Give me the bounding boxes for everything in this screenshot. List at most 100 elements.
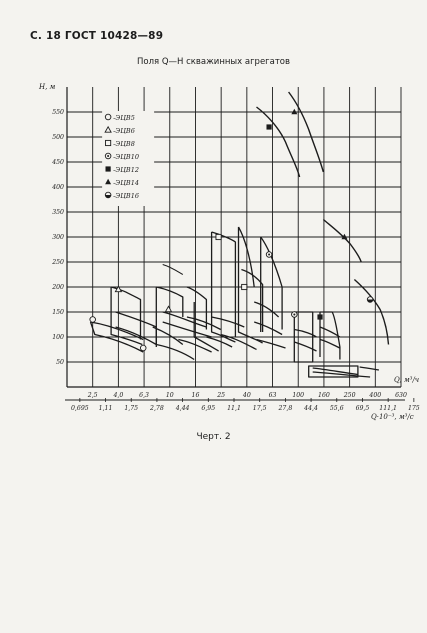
- field-curve: [90, 321, 144, 341]
- steep-curve: [353, 278, 390, 345]
- x-tick-label-top: 16: [192, 392, 200, 399]
- point-ЭЦВ6: [164, 305, 173, 313]
- y-tick-label: 150: [52, 309, 64, 316]
- point-ЭЦВ6: [114, 285, 123, 293]
- x-tick-label-top: 63: [269, 392, 277, 399]
- x-axis-label-secondary: Q·10⁻³, м³/с: [371, 413, 414, 421]
- x-tick-label-top: 100: [292, 392, 304, 399]
- steep-curve: [322, 218, 362, 263]
- y-tick-label: 200: [51, 284, 64, 291]
- x-tick-label-bottom: 1,11: [99, 405, 113, 412]
- y-tick-label: 350: [52, 209, 64, 216]
- x-tick-label-bottom: 44,4: [303, 405, 318, 412]
- field-outline: [320, 311, 341, 360]
- x-tick-label-top: 40: [242, 392, 251, 399]
- field-outline: [260, 236, 283, 330]
- field-curve: [294, 341, 317, 352]
- legend-entry: -ЭЦВ8: [113, 140, 135, 148]
- legend-marker: [105, 139, 112, 147]
- field-outline: [308, 365, 359, 378]
- field-curve: [115, 326, 157, 346]
- point-ЭЦВ16-half: [367, 299, 373, 303]
- field-curve-dashed: [162, 263, 184, 275]
- field-outline: [110, 286, 142, 340]
- page-header: С. 18 ГОСТ 10428—89: [30, 30, 164, 42]
- legend-entry: -ЭЦВ14: [113, 179, 139, 187]
- legend-marker-dot: [107, 155, 110, 157]
- x-tick-label-bottom: 6,95: [201, 405, 215, 412]
- field-curve: [89, 321, 144, 353]
- field-curve: [254, 321, 283, 336]
- field-outline: [210, 232, 236, 343]
- field-outline: [237, 226, 255, 288]
- field-curve: [186, 316, 222, 331]
- steep-curve: [256, 106, 301, 178]
- y-tick-label: 300: [52, 234, 64, 241]
- field-curve: [319, 338, 341, 349]
- x-tick-label-bottom: 69,5: [356, 405, 370, 412]
- field-curve: [152, 326, 184, 346]
- legend-marker: [104, 113, 112, 121]
- y-tick-label: 100: [52, 334, 64, 341]
- field-curve: [312, 371, 371, 378]
- field-outline: [156, 286, 184, 317]
- y-tick-label: 400: [51, 184, 64, 191]
- field-outline: [211, 231, 237, 337]
- x-tick-label-bottom: 0,695: [71, 405, 89, 412]
- point-ЭЦВ10-dot: [293, 313, 296, 316]
- y-tick-label: 500: [52, 134, 64, 141]
- point-ЭЦВ10-dot: [268, 253, 271, 256]
- point-ЭЦВ8: [215, 233, 222, 241]
- field-curve: [162, 321, 212, 338]
- field-curve: [254, 301, 280, 318]
- field-curve: [312, 367, 358, 376]
- x-tick-label-top: 10: [166, 392, 174, 399]
- point-ЭЦВ14: [341, 233, 348, 240]
- field-outline: [155, 287, 195, 361]
- x-tick-label-bottom: 1,75: [124, 405, 138, 412]
- field-outline: [293, 311, 314, 363]
- x-tick-label-bottom: 27,8: [277, 405, 292, 412]
- x-tick-label-bottom: 11,1: [227, 405, 241, 412]
- legend-marker: [104, 125, 112, 133]
- x-tick-label-bottom: 111,1: [379, 405, 397, 412]
- y-axis-label: H, м: [38, 83, 56, 91]
- x-tick-label-top: 630: [395, 392, 407, 399]
- field-curve: [178, 338, 212, 353]
- x-tick-label-top: 6,3: [139, 392, 149, 399]
- field-outline: [193, 302, 219, 352]
- steep-curve: [288, 91, 324, 173]
- field-curve: [211, 316, 245, 328]
- chart-title: Поля Q—H скважинных агрегатов: [136, 57, 291, 67]
- x-tick-label-top: 25: [216, 392, 225, 399]
- figure-caption: Черт. 2: [196, 432, 231, 442]
- field-outline: [186, 286, 208, 330]
- point-ЭЦВ14: [291, 108, 298, 115]
- field-outline: [237, 227, 263, 344]
- x-tick-label-top: 4,0: [112, 392, 123, 399]
- point-ЭЦВ12: [317, 314, 323, 320]
- x-axis-label: Q, м³/ч: [394, 376, 419, 384]
- field-curve: [359, 366, 380, 371]
- legend-marker: [105, 178, 112, 185]
- field-curve: [319, 326, 341, 338]
- field-curve: [220, 333, 257, 351]
- x-tick-label-top: 250: [343, 392, 356, 399]
- field-curve: [162, 311, 207, 328]
- field-curve: [256, 338, 286, 349]
- y-tick-label: 450: [51, 159, 64, 166]
- x-tick-label-bottom: 4,44: [175, 405, 190, 412]
- x-tick-label-bottom: 55,6: [330, 405, 344, 412]
- legend-marker: [105, 166, 111, 172]
- legend-entry: -ЭЦВ5: [113, 114, 135, 122]
- field-outline: [241, 268, 264, 332]
- point-ЭЦВ5: [89, 316, 96, 323]
- x-tick-label-bottom: 175: [408, 405, 420, 412]
- y-tick-label: 550: [52, 109, 64, 116]
- legend-entry: -ЭЦВ10: [113, 153, 139, 161]
- field-curve: [294, 328, 317, 338]
- point-ЭЦВ8: [241, 283, 248, 291]
- legend-entry: -ЭЦВ6: [113, 127, 135, 135]
- y-tick-label: 250: [51, 259, 64, 266]
